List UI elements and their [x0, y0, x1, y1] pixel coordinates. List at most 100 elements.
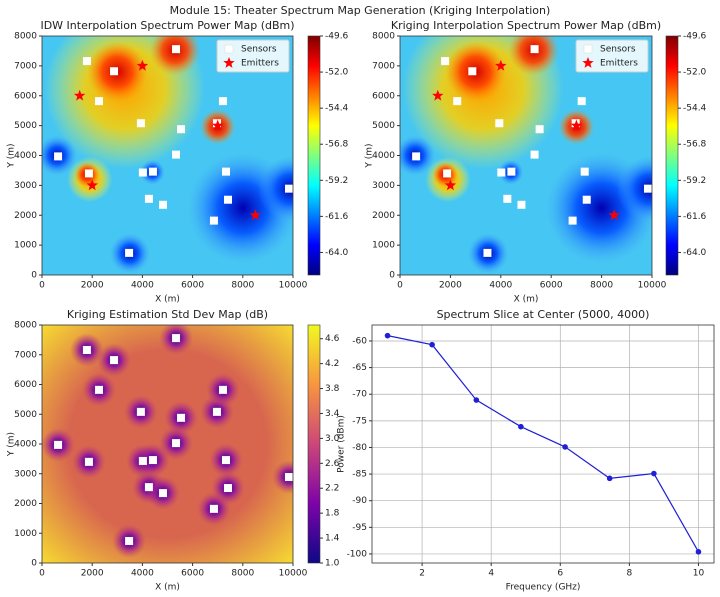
y-axis-label: Y (m)	[365, 143, 375, 168]
x-tick-label: 0	[39, 281, 45, 291]
sensor	[284, 473, 293, 482]
y-tick-label: -60	[352, 336, 367, 346]
sensor	[507, 167, 516, 176]
sensor	[517, 200, 526, 209]
x-axis-label: X (m)	[155, 295, 180, 305]
colorbar-tick-label: 1.4	[325, 534, 340, 544]
y-tick-label: -75	[352, 416, 367, 426]
subplot: Spectrum Slice at Center (5000, 4000) Fre…	[337, 308, 715, 593]
x-tick-label: 6000	[181, 281, 204, 291]
y-tick-label: -80	[352, 443, 367, 453]
emitter	[249, 209, 262, 221]
y-tick-label: 1000	[372, 241, 395, 251]
field-blob	[149, 36, 201, 76]
field	[400, 36, 652, 275]
sensor	[223, 484, 232, 493]
colorbar-tick-label: 4.2	[325, 359, 339, 369]
x-tick-label: 8000	[590, 281, 613, 291]
y-tick-label: -100	[347, 549, 368, 559]
emitter	[608, 209, 620, 221]
y-tick-label: 4000	[14, 440, 37, 450]
colorbar-tick-label: 2.2	[325, 484, 339, 494]
y-tick-label: 7000	[14, 350, 37, 360]
sensor	[110, 356, 119, 365]
sensor	[209, 216, 218, 225]
legend-marker	[224, 44, 234, 54]
subplot: Kriging Interpolation Spectrum Power Map…	[365, 19, 707, 305]
y-tick-label: 6000	[14, 380, 37, 390]
sensor	[136, 407, 145, 416]
sensor	[94, 97, 103, 106]
y-tick-label: -90	[352, 496, 367, 506]
colorbar-tick-label: 3.0	[325, 434, 340, 444]
emitter	[570, 119, 583, 131]
y-tick-label: 5000	[372, 121, 395, 131]
colorbar-tick-label: -49.6	[683, 32, 707, 42]
sensor	[218, 97, 227, 106]
y-axis-label: Y (m)	[7, 432, 17, 457]
emitter	[212, 119, 224, 131]
colorbar-tick-label: 2.6	[325, 459, 340, 469]
plot-frame	[41, 35, 294, 276]
sensor	[54, 152, 63, 161]
colorbar-tick-label: -61.6	[325, 212, 349, 222]
sensor	[54, 440, 63, 449]
legend-label: Sensors	[600, 45, 636, 55]
x-tick-label: 6000	[540, 281, 563, 291]
subplot-title: Kriging Estimation Std Dev Map (dB)	[67, 308, 268, 321]
legend-label: Emitters	[600, 59, 638, 69]
sensor	[412, 152, 421, 161]
colorbar	[307, 35, 321, 276]
colorbar-tick-label: -59.2	[683, 176, 706, 186]
point	[384, 332, 391, 339]
sensor	[284, 184, 293, 193]
sensor	[468, 67, 477, 76]
x-tick-label: 4000	[131, 569, 154, 579]
colorbar-tick-label: -56.8	[683, 140, 707, 150]
x-tick-label: 10000	[279, 281, 308, 291]
y-tick-label: -95	[352, 523, 367, 533]
y-tick-label: 7000	[372, 61, 395, 71]
x-tick-label: 10000	[279, 569, 308, 579]
x-axis-label: X (m)	[514, 295, 539, 305]
y-tick-label: 6000	[372, 91, 395, 101]
colorbar-tick-label: -61.6	[683, 212, 707, 222]
field-blob	[257, 156, 293, 222]
colorbar-tick-label: -56.8	[325, 140, 349, 150]
sensor	[577, 97, 586, 106]
x-tick-label: 6000	[181, 569, 204, 579]
point	[562, 444, 568, 450]
sensor	[530, 150, 539, 159]
y-tick-label: 1000	[14, 241, 37, 251]
colorbar	[665, 35, 679, 276]
sensor	[138, 168, 147, 177]
x-axis-label: X (m)	[155, 583, 180, 593]
x-tick-label: 2000	[81, 281, 104, 291]
sensor	[209, 504, 218, 513]
subplot-title: Spectrum Slice at Center (5000, 4000)	[437, 308, 650, 321]
legend-box	[216, 39, 290, 73]
emitter	[495, 59, 507, 71]
sensor	[535, 125, 544, 134]
y-tick-label: 0	[31, 271, 37, 281]
sensor	[503, 194, 512, 203]
sensor	[580, 167, 589, 176]
point	[606, 475, 613, 482]
emitter	[86, 179, 98, 191]
sensor	[110, 67, 119, 76]
y-tick-label: 2000	[14, 499, 37, 509]
point	[473, 397, 480, 403]
variance-dip	[271, 460, 293, 495]
colorbar-tick-label: -59.2	[325, 176, 348, 186]
y-tick-label: 5000	[14, 121, 37, 131]
sensor	[82, 57, 91, 66]
x-tick-label: 4000	[131, 281, 154, 291]
sensor	[212, 407, 221, 416]
sensor	[530, 45, 539, 54]
sensor	[84, 169, 93, 178]
sensor	[144, 483, 153, 492]
legend-marker	[223, 57, 235, 68]
y-tick-label: 8000	[372, 32, 395, 42]
colorbar-tick-label: -64.0	[683, 248, 707, 258]
sensor	[125, 536, 134, 545]
